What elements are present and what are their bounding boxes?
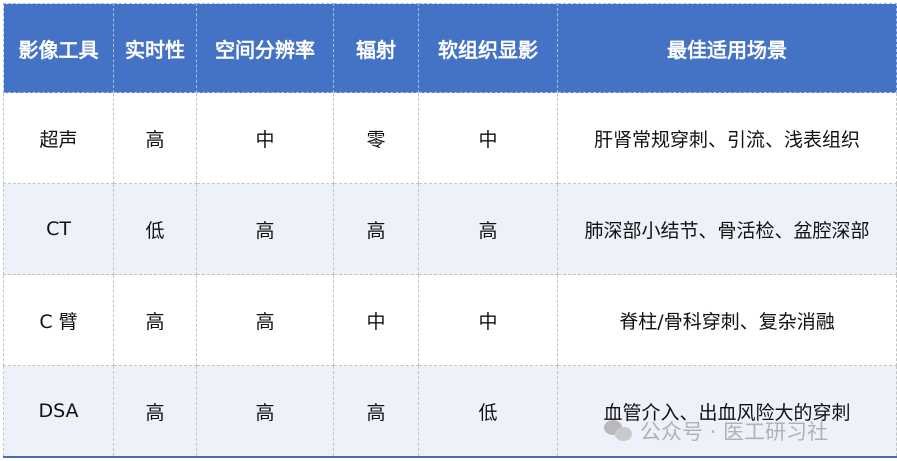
table-cell: 低 xyxy=(113,183,197,275)
table-cell: CT xyxy=(3,183,114,275)
table-cell: 高 xyxy=(418,183,558,275)
header-cell: 最佳适用场景 xyxy=(557,3,897,93)
watermark: 公众号 · 医工研习社 xyxy=(604,416,828,446)
table-cell: 肝肾常规穿刺、引流、浅表组织 xyxy=(557,92,897,184)
header-cell: 辐射 xyxy=(333,3,419,93)
table-cell: 中 xyxy=(418,92,558,184)
table-cell: 超声 xyxy=(3,92,114,184)
table-cell: 高 xyxy=(196,365,334,458)
header-cell: 空间分辨率 xyxy=(196,3,334,93)
watermark-text: 公众号 · 医工研习社 xyxy=(640,420,829,444)
table-cell: 高 xyxy=(113,365,197,458)
table-row: DSA 高 高 高 低 血管介入、出血风险大的穿刺 xyxy=(3,365,897,458)
table-cell: 肺深部小结节、骨活检、盆腔深部 xyxy=(557,183,897,275)
table-cell: 中 xyxy=(196,92,334,184)
table-cell: C 臂 xyxy=(3,274,114,366)
table-cell: 高 xyxy=(196,274,334,366)
comparison-table: 影像工具 实时性 空间分辨率 辐射 软组织显影 最佳适用场景 超声 高 中 零 … xyxy=(3,3,897,458)
table-cell: 低 xyxy=(418,365,558,458)
header-cell: 影像工具 xyxy=(3,3,114,93)
table-cell: 中 xyxy=(418,274,558,366)
table-row: CT 低 高 高 高 肺深部小结节、骨活检、盆腔深部 xyxy=(3,183,897,275)
table-cell: 脊柱/骨科穿刺、复杂消融 xyxy=(557,274,897,366)
header-cell: 软组织显影 xyxy=(418,3,558,93)
header-row: 影像工具 实时性 空间分辨率 辐射 软组织显影 最佳适用场景 xyxy=(3,3,897,93)
table-cell: 高 xyxy=(196,183,334,275)
table-cell: 高 xyxy=(113,92,197,184)
table-cell: 中 xyxy=(333,274,419,366)
table-cell: 高 xyxy=(113,274,197,366)
table-cell: 高 xyxy=(333,183,419,275)
table-row: 超声 高 中 零 中 肝肾常规穿刺、引流、浅表组织 xyxy=(3,92,897,184)
table-row: C 臂 高 高 中 中 脊柱/骨科穿刺、复杂消融 xyxy=(3,274,897,366)
table-cell: 血管介入、出血风险大的穿刺 xyxy=(557,365,897,458)
table-cell: 零 xyxy=(333,92,419,184)
header-cell: 实时性 xyxy=(113,3,197,93)
table-cell: DSA xyxy=(3,365,114,458)
table-cell: 高 xyxy=(333,365,419,458)
wechat-icon xyxy=(604,420,634,442)
